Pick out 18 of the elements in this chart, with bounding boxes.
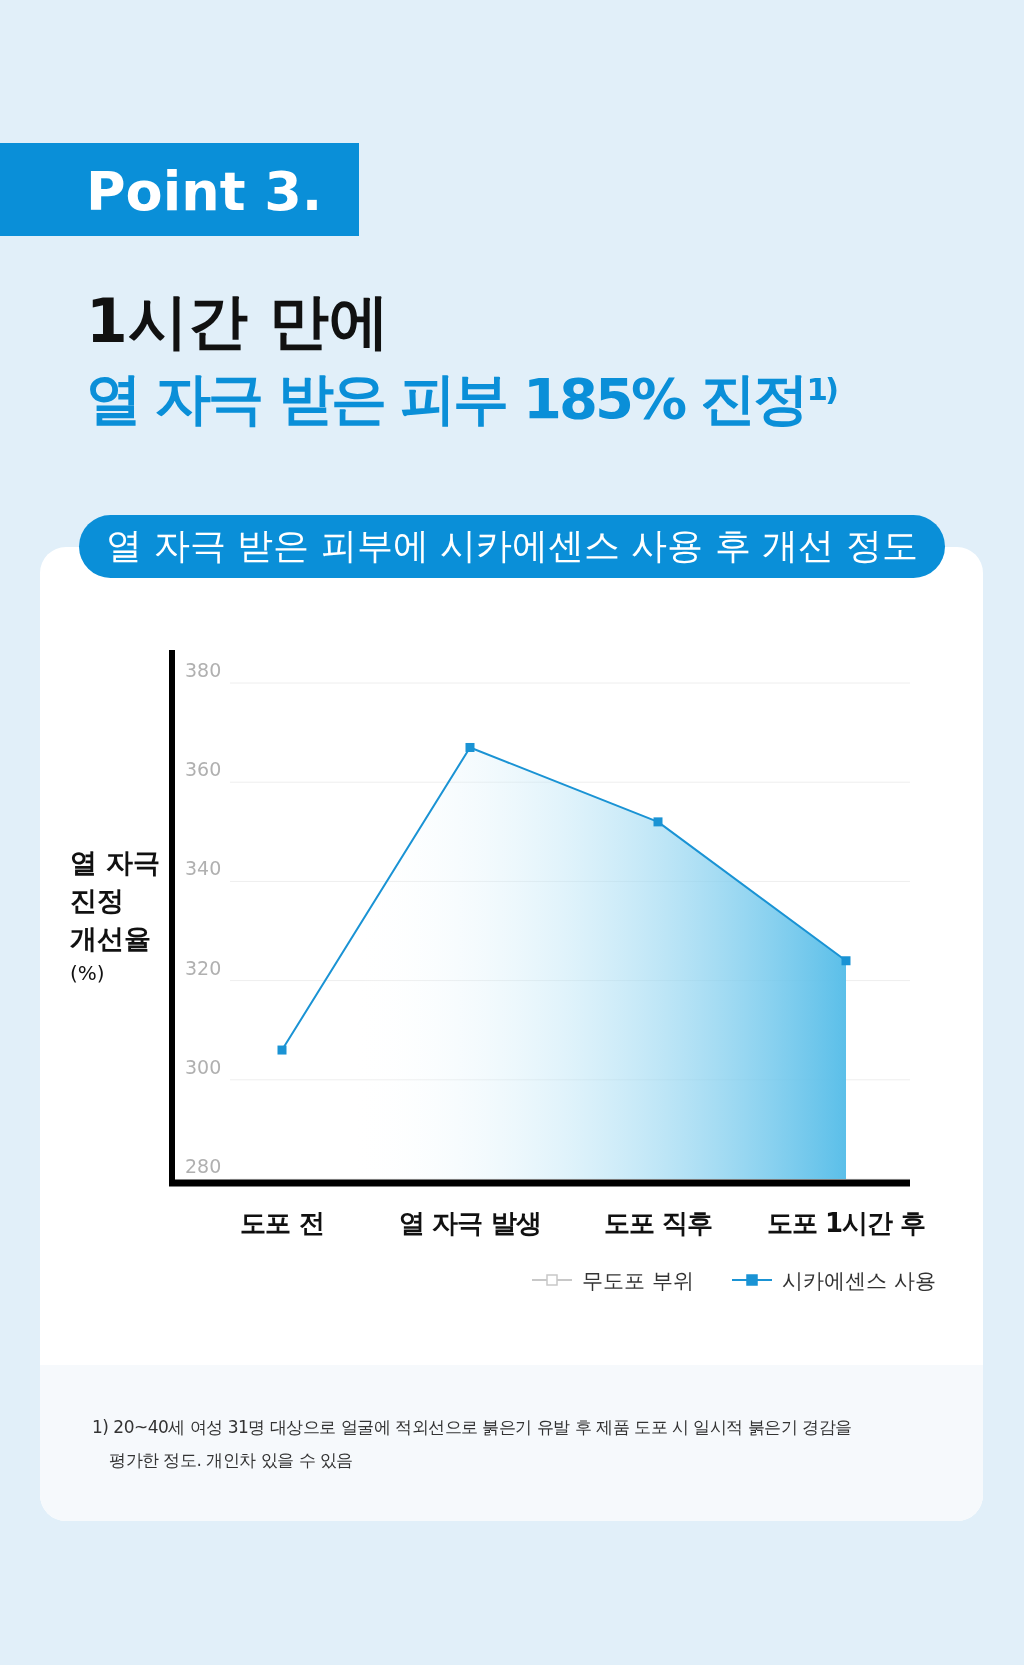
y-tick-label: 340 bbox=[185, 857, 222, 880]
x-tick-label: 도포 전 bbox=[240, 1208, 324, 1238]
legend-label: 시카에센스 사용 bbox=[782, 1269, 936, 1293]
x-tick-label: 도포 1시간 후 bbox=[766, 1208, 926, 1238]
text: 열 자극 받은 피부에 시카에센스 사용 후 개선 정도 bbox=[106, 525, 918, 566]
y-tick-label: 300 bbox=[185, 1055, 222, 1078]
x-tick-label: 열 자극 발생 bbox=[399, 1208, 541, 1238]
y-tick-label: 320 bbox=[185, 956, 222, 979]
x-tick-label: 도포 직후 bbox=[603, 1208, 713, 1238]
legend-label: 무도포 부위 bbox=[582, 1269, 694, 1293]
y-axis-title: 열 자극 진정 개선율 (%) bbox=[70, 847, 161, 985]
text: Point 3. bbox=[86, 160, 323, 223]
y-tick-label: 280 bbox=[185, 1155, 222, 1177]
chart-title: 1시간 만에 bbox=[86, 286, 389, 356]
chart-subtitle: 열 자극 받은 피부 185% 진정$^{1)}$ bbox=[86, 366, 837, 431]
y-tick-label: 360 bbox=[185, 758, 222, 781]
y-tick-label: 380 bbox=[185, 659, 222, 681]
text: 1) 20~40세 여성 31명 대상으로 얼굴에 적외선으로 붉은기 유발 후 제품 도포 시 일시적 붉은기 경감을 평가한 정도. 개인차 있을 수 있음 bbox=[92, 1417, 852, 1470]
